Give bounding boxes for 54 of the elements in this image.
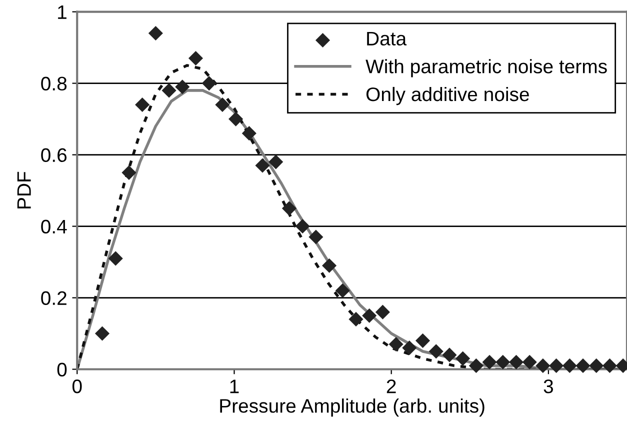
point <box>242 126 256 141</box>
point <box>402 340 417 356</box>
point <box>228 112 244 126</box>
point <box>468 358 484 373</box>
point <box>522 354 537 370</box>
point <box>456 351 470 366</box>
point <box>508 354 524 370</box>
y-tick-label: 0.8 <box>41 76 67 91</box>
point <box>135 97 150 112</box>
point <box>175 80 190 94</box>
point <box>388 336 404 352</box>
x-tick-label: 0 <box>72 380 82 394</box>
point <box>496 354 510 370</box>
point <box>415 333 430 348</box>
point <box>602 358 617 373</box>
point <box>322 258 337 273</box>
point <box>348 312 364 327</box>
point <box>335 283 350 298</box>
y-tick-label: 1 <box>58 5 66 19</box>
point <box>428 344 444 359</box>
point <box>536 358 550 373</box>
point <box>188 50 204 66</box>
point <box>562 358 577 373</box>
point <box>215 97 230 112</box>
point <box>162 83 176 98</box>
point <box>295 218 310 234</box>
point <box>282 201 296 216</box>
x-axis-title: Pressure Amplitude (arb. units) <box>220 398 484 417</box>
y-tick-label: 0.6 <box>41 148 67 162</box>
point <box>94 326 110 341</box>
point <box>202 76 216 91</box>
x-tick-label: 2 <box>386 380 396 394</box>
point <box>108 251 123 266</box>
point <box>308 230 324 244</box>
point <box>362 308 377 323</box>
x-tick-label: 3 <box>544 380 553 394</box>
y-tick-label: 0 <box>57 362 67 376</box>
y-axis-title: PDF <box>17 172 31 208</box>
y-tick-label: 0.2 <box>41 291 66 306</box>
point <box>268 154 284 170</box>
x-tick-label: 1 <box>230 380 239 394</box>
point <box>442 348 457 362</box>
point <box>549 358 564 373</box>
point <box>122 165 136 180</box>
point <box>482 354 497 370</box>
point <box>255 158 270 173</box>
point <box>576 358 590 373</box>
point <box>148 26 163 41</box>
point <box>375 304 390 320</box>
legend-label: Only additive noise <box>366 86 529 106</box>
y-tick-label: 0.4 <box>41 220 67 234</box>
point <box>589 358 604 373</box>
legend-label: Data <box>367 32 407 46</box>
legend-label: With parametric noise terms <box>366 59 607 78</box>
